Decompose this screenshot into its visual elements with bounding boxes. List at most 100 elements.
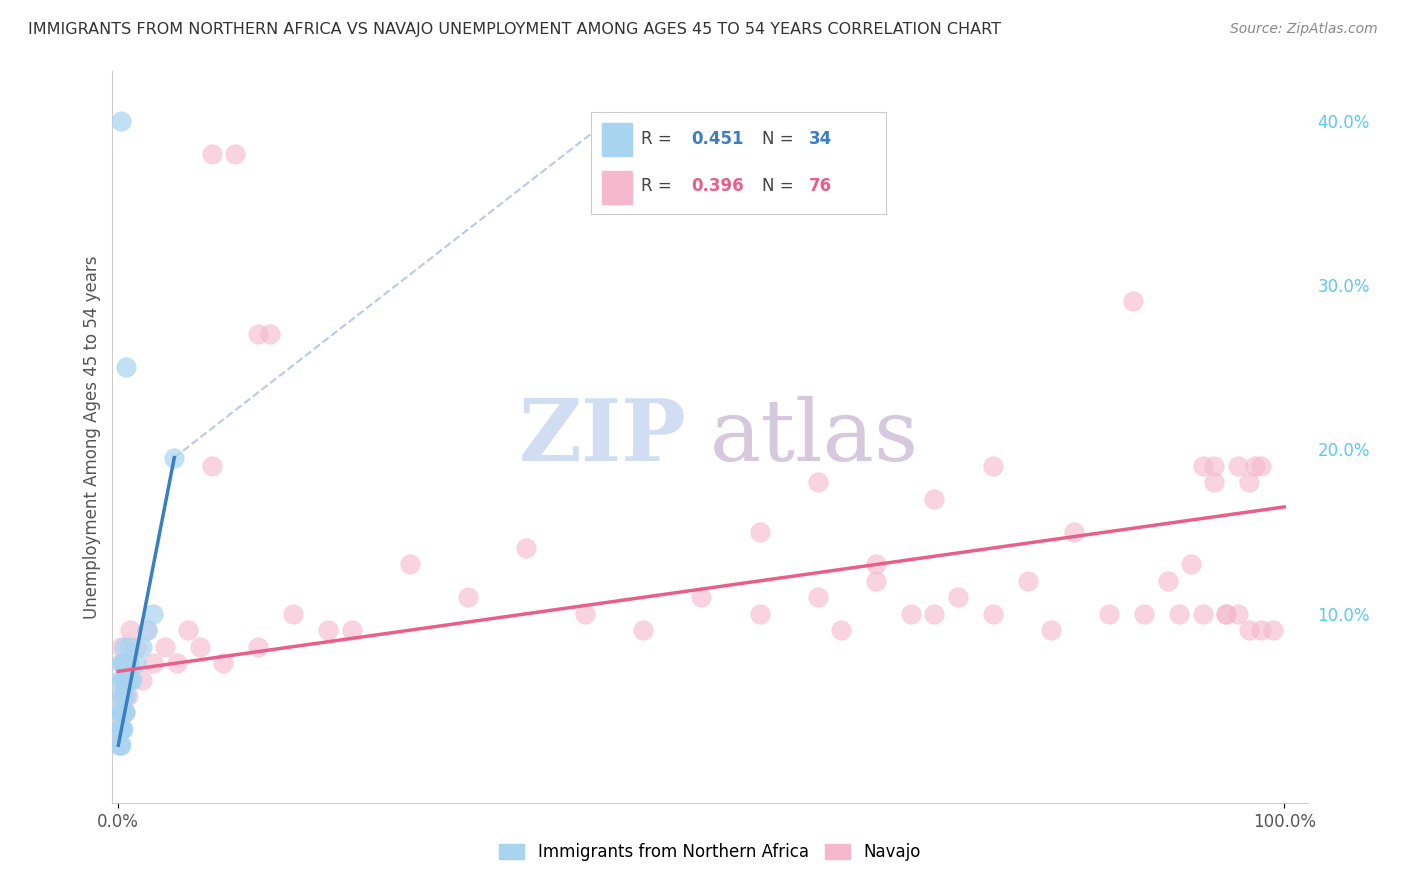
Point <box>1040 624 1063 638</box>
Text: N =: N = <box>762 178 799 195</box>
Point <box>1261 624 1284 638</box>
Text: Source: ZipAtlas.com: Source: ZipAtlas.com <box>1230 22 1378 37</box>
Point <box>1215 607 1237 621</box>
Point <box>200 146 222 161</box>
Point <box>1204 458 1226 473</box>
Text: 0.396: 0.396 <box>690 178 744 195</box>
Point <box>110 689 132 703</box>
Point <box>121 673 143 687</box>
Point <box>125 640 148 654</box>
Text: 76: 76 <box>808 178 832 195</box>
Point <box>111 656 134 670</box>
Point <box>924 607 946 621</box>
Point <box>110 722 132 736</box>
Point <box>110 739 132 753</box>
Point <box>1063 524 1085 539</box>
Point <box>1239 624 1261 638</box>
Point <box>115 673 138 687</box>
Point <box>247 640 270 654</box>
Point <box>1180 558 1202 572</box>
Point <box>247 327 270 342</box>
Point <box>1244 458 1267 473</box>
Point <box>114 706 136 720</box>
Point <box>108 739 131 753</box>
Point <box>398 558 420 572</box>
Point <box>114 673 136 687</box>
Point <box>1098 607 1121 621</box>
Point <box>111 689 134 703</box>
Point <box>111 706 134 720</box>
Point <box>574 607 596 621</box>
Point <box>283 607 305 621</box>
Point <box>131 673 153 687</box>
Point <box>1226 607 1249 621</box>
Point <box>108 673 131 687</box>
Point <box>112 640 135 654</box>
Point <box>111 722 134 736</box>
Point <box>177 624 200 638</box>
Point <box>212 656 235 670</box>
Point <box>830 624 852 638</box>
Point <box>125 656 148 670</box>
Y-axis label: Unemployment Among Ages 45 to 54 years: Unemployment Among Ages 45 to 54 years <box>83 255 101 619</box>
Legend: Immigrants from Northern Africa, Navajo: Immigrants from Northern Africa, Navajo <box>492 837 928 868</box>
Point <box>110 706 132 720</box>
Point <box>224 146 246 161</box>
Point <box>1250 624 1272 638</box>
Point <box>110 656 132 670</box>
Point <box>631 624 654 638</box>
Point <box>515 541 537 555</box>
Point <box>111 673 134 687</box>
Point <box>131 640 153 654</box>
Point <box>1204 475 1226 490</box>
Point <box>110 640 132 654</box>
Point <box>690 591 713 605</box>
Point <box>153 640 176 654</box>
Point <box>108 739 131 753</box>
Point <box>1215 607 1237 621</box>
Point <box>200 458 222 473</box>
Point <box>1191 607 1213 621</box>
Point <box>188 640 211 654</box>
Text: atlas: atlas <box>710 395 920 479</box>
Point <box>1133 607 1156 621</box>
Point <box>807 591 830 605</box>
Point <box>163 450 186 465</box>
Point <box>142 607 165 621</box>
Point <box>118 673 141 687</box>
Point <box>110 113 132 128</box>
Bar <box>602 171 631 204</box>
Text: 0.451: 0.451 <box>690 130 744 148</box>
Point <box>1250 458 1272 473</box>
Point <box>111 656 134 670</box>
Bar <box>602 123 631 155</box>
Point <box>259 327 281 342</box>
Point <box>111 673 134 687</box>
Point <box>946 591 969 605</box>
Point <box>1239 475 1261 490</box>
Point <box>1122 294 1144 309</box>
Point <box>115 360 138 375</box>
Point <box>865 558 887 572</box>
Point <box>111 706 134 720</box>
Point <box>142 656 165 670</box>
Point <box>1168 607 1191 621</box>
Point <box>807 475 830 490</box>
Text: 34: 34 <box>808 130 832 148</box>
Point <box>108 722 131 736</box>
Point <box>900 607 922 621</box>
Point <box>981 458 1004 473</box>
Point <box>118 656 141 670</box>
Point <box>118 640 141 654</box>
Text: N =: N = <box>762 130 799 148</box>
Point <box>112 673 135 687</box>
Point <box>108 706 131 720</box>
Point <box>136 624 159 638</box>
Point <box>981 607 1004 621</box>
Point <box>1156 574 1178 588</box>
Text: IMMIGRANTS FROM NORTHERN AFRICA VS NAVAJO UNEMPLOYMENT AMONG AGES 45 TO 54 YEARS: IMMIGRANTS FROM NORTHERN AFRICA VS NAVAJ… <box>28 22 1001 37</box>
Point <box>111 656 134 670</box>
Point <box>1017 574 1039 588</box>
Point <box>136 624 159 638</box>
Point <box>114 706 136 720</box>
